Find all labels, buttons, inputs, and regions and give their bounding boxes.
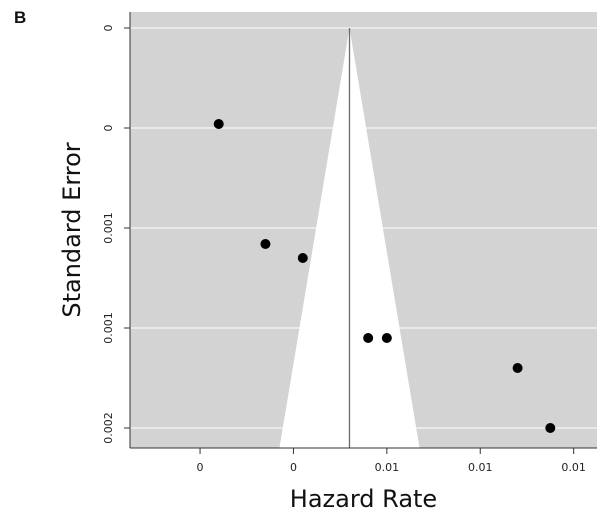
data-point (381, 333, 392, 343)
axes: 0 0 0.01 0.01 0.01 0 0 0.001 0.001 0.002 (102, 12, 597, 474)
x-tick-label: 0 (290, 461, 297, 474)
x-tick-label: 0.01 (561, 461, 586, 474)
data-point (213, 119, 224, 129)
y-tick-label: 0.001 (102, 212, 115, 244)
y-tick-label: 0 (102, 25, 115, 32)
data-point (512, 363, 523, 373)
plot-area (130, 12, 597, 448)
y-tick-label: 0 (102, 125, 115, 132)
x-tick-label: 0 (197, 461, 204, 474)
panel-label: B (14, 8, 27, 27)
data-point (363, 333, 374, 343)
y-axis-title: Standard Error (58, 142, 86, 317)
x-axis-title: Hazard Rate (290, 485, 437, 513)
y-tick-label: 0.001 (102, 312, 115, 344)
data-point (545, 423, 556, 433)
data-point (260, 239, 271, 249)
y-tick-label: 0.002 (102, 412, 115, 444)
x-tick-label: 0.01 (375, 461, 400, 474)
data-point (297, 253, 308, 263)
x-tick-label: 0.01 (468, 461, 493, 474)
